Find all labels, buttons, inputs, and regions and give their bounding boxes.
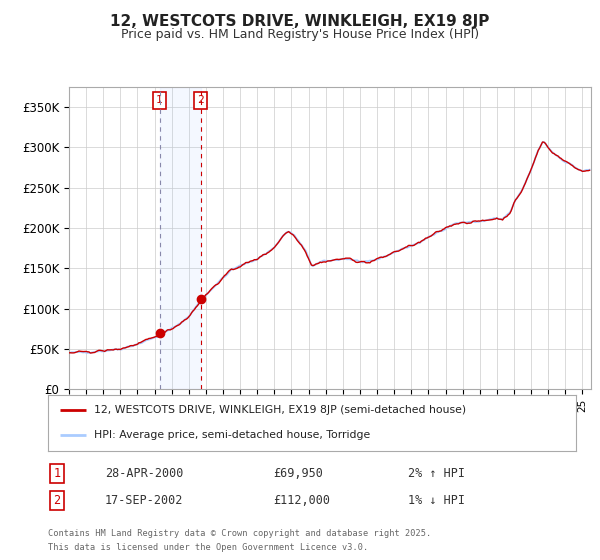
Text: 2: 2 xyxy=(53,493,61,507)
Text: £112,000: £112,000 xyxy=(273,493,330,507)
Text: This data is licensed under the Open Government Licence v3.0.: This data is licensed under the Open Gov… xyxy=(48,543,368,552)
Text: 1% ↓ HPI: 1% ↓ HPI xyxy=(408,493,465,507)
Text: 12, WESTCOTS DRIVE, WINKLEIGH, EX19 8JP: 12, WESTCOTS DRIVE, WINKLEIGH, EX19 8JP xyxy=(110,14,490,29)
Text: Price paid vs. HM Land Registry's House Price Index (HPI): Price paid vs. HM Land Registry's House … xyxy=(121,28,479,41)
Text: 12, WESTCOTS DRIVE, WINKLEIGH, EX19 8JP (semi-detached house): 12, WESTCOTS DRIVE, WINKLEIGH, EX19 8JP … xyxy=(94,405,467,416)
Text: 1: 1 xyxy=(53,466,61,480)
Text: 1: 1 xyxy=(156,95,163,105)
Text: 2% ↑ HPI: 2% ↑ HPI xyxy=(408,466,465,480)
Text: 2: 2 xyxy=(197,95,205,105)
Text: 17-SEP-2002: 17-SEP-2002 xyxy=(105,493,184,507)
Text: HPI: Average price, semi-detached house, Torridge: HPI: Average price, semi-detached house,… xyxy=(94,430,371,440)
Text: 28-APR-2000: 28-APR-2000 xyxy=(105,466,184,480)
Bar xyxy=(160,87,201,389)
Text: £69,950: £69,950 xyxy=(273,466,323,480)
Text: Contains HM Land Registry data © Crown copyright and database right 2025.: Contains HM Land Registry data © Crown c… xyxy=(48,529,431,538)
